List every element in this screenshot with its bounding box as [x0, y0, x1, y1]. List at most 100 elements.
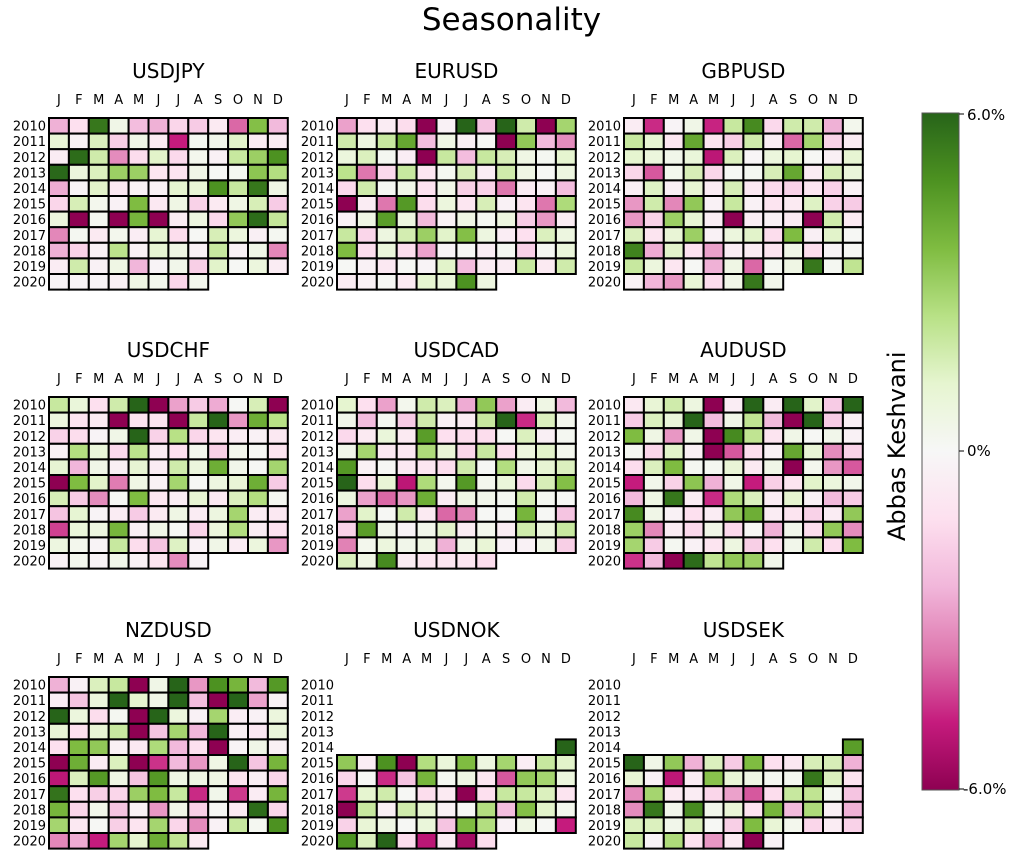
heatmap-cell: [48, 520, 70, 539]
heatmap-cell: [762, 195, 785, 213]
month-label: A: [689, 652, 698, 667]
heatmap-cell: [495, 148, 518, 166]
heatmap-cell: [67, 800, 90, 819]
heatmap-cell: [475, 273, 498, 291]
heatmap-cell: [722, 273, 745, 291]
heatmap-cell: [535, 257, 557, 275]
heatmap-cell: [227, 179, 250, 197]
heatmap-cell: [336, 816, 358, 835]
heatmap-cell: [415, 458, 438, 476]
heatmap-cell: [682, 226, 705, 244]
heatmap-cell: [435, 195, 458, 213]
heatmap-cell: [355, 785, 378, 803]
heatmap-cell: [515, 163, 537, 182]
year-label: 2014: [588, 461, 621, 476]
heatmap-cell: [67, 691, 90, 710]
month-label: J: [444, 652, 449, 667]
heatmap-cell: [87, 241, 110, 260]
heatmap-cell: [415, 816, 438, 835]
heatmap-cell: [107, 754, 130, 772]
heatmap-cell: [722, 536, 745, 555]
heatmap-cell: [841, 179, 864, 197]
heatmap-cell: [107, 117, 130, 135]
heatmap-cell: [87, 520, 110, 539]
heatmap-cell: [742, 241, 765, 260]
heatmap-cell: [375, 195, 398, 213]
heatmap-cell: [722, 241, 745, 260]
month-label: S: [502, 372, 510, 387]
heatmap-cell: [127, 148, 150, 166]
year-label: 2019: [588, 819, 621, 834]
heatmap-cell: [535, 474, 557, 492]
month-label: J: [463, 93, 468, 108]
month-label: F: [650, 652, 657, 667]
heatmap-cell: [266, 117, 289, 135]
heatmap-cell: [495, 396, 518, 414]
heatmap-cell: [266, 226, 289, 244]
heatmap-cell: [662, 411, 685, 430]
heatmap-cell: [207, 474, 230, 492]
heatmap-cell: [187, 226, 210, 244]
heatmap-cell: [642, 832, 665, 850]
heatmap-cell: [782, 195, 805, 213]
year-label: 2011: [13, 414, 46, 429]
heatmap-cell: [662, 163, 685, 182]
heatmap-cell: [515, 754, 537, 772]
heatmap-cell: [147, 676, 170, 694]
heatmap-cell: [107, 800, 130, 819]
heatmap-cell: [67, 427, 90, 445]
year-label: 2012: [301, 430, 334, 445]
heatmap-cell: [662, 785, 685, 803]
heatmap-cell: [682, 458, 705, 476]
heatmap-cell: [227, 707, 250, 725]
heatmap-cell: [722, 458, 745, 476]
heatmap-cell: [802, 474, 824, 492]
heatmap-cell: [127, 474, 150, 492]
heatmap-cell: [435, 273, 458, 291]
heatmap-cell: [336, 754, 358, 772]
heatmap-cell: [147, 722, 170, 741]
heatmap-cell: [87, 754, 110, 772]
heatmap-cell: [127, 816, 150, 835]
heatmap-cell: [535, 800, 557, 819]
heatmap-cell: [495, 754, 518, 772]
heatmap-cell: [554, 195, 577, 213]
heatmap-cell: [375, 800, 398, 819]
heatmap-cell: [187, 489, 210, 508]
heatmap-cell: [87, 195, 110, 213]
heatmap-cell: [355, 552, 378, 570]
heatmap-cell: [48, 832, 70, 850]
heatmap-cell: [48, 474, 70, 492]
year-label: 2011: [588, 135, 621, 150]
heatmap-cell: [187, 520, 210, 539]
heatmap-cell: [535, 241, 557, 260]
heatmap-cell: [147, 800, 170, 819]
month-label: A: [114, 93, 123, 108]
heatmap-cell: [722, 832, 745, 850]
heatmap-cell: [535, 210, 557, 229]
heatmap-cell: [515, 411, 537, 430]
year-label: 2013: [13, 725, 46, 740]
month-label: J: [750, 93, 755, 108]
heatmap-cell: [167, 179, 190, 197]
heatmap-cell: [782, 396, 805, 414]
heatmap-cell: [127, 769, 150, 788]
heatmap-cell: [48, 816, 70, 835]
heatmap-cell: [107, 474, 130, 492]
heatmap-cell: [841, 520, 864, 539]
heatmap-cell: [87, 816, 110, 835]
heatmap-cell: [227, 769, 250, 788]
heatmap-cell: [107, 442, 130, 461]
heatmap-cell: [702, 552, 725, 570]
heatmap-cell: [435, 210, 458, 229]
heatmap-cell: [682, 396, 705, 414]
heatmap-cell: [395, 427, 418, 445]
heatmap-cell: [435, 396, 458, 414]
heatmap-cell: [247, 396, 269, 414]
heatmap-cell: [127, 754, 150, 772]
heatmap-cell: [227, 520, 250, 539]
heatmap-cell: [355, 210, 378, 229]
heatmap-cell: [48, 505, 70, 523]
heatmap-cell: [227, 754, 250, 772]
heatmap-cell: [535, 226, 557, 244]
